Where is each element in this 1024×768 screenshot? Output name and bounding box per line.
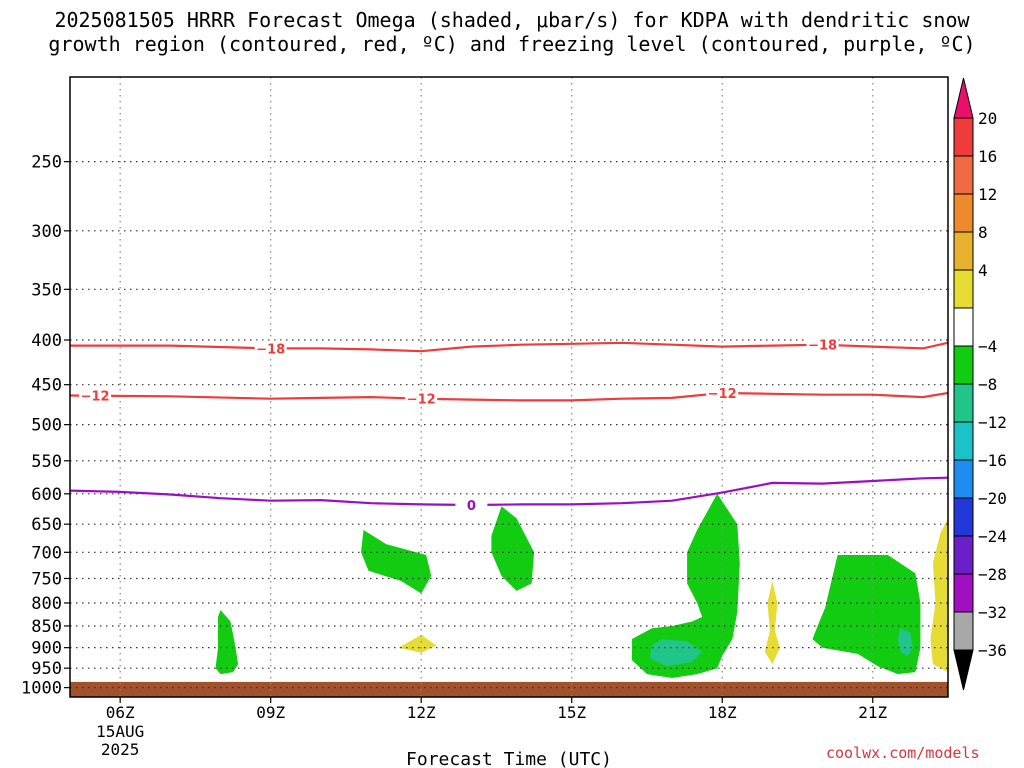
colorbar-bin-12 xyxy=(953,573,974,613)
colorbar-bin-13 xyxy=(953,611,974,651)
contour-label-bg xyxy=(79,387,112,404)
x-tick-sublabel: 15AUG xyxy=(96,722,144,741)
y-tick-label-550: 550 xyxy=(31,452,62,472)
y-tick-label-400: 400 xyxy=(31,331,62,351)
y-tick-label-700: 700 xyxy=(31,543,62,563)
contour-label-bg xyxy=(806,336,839,353)
colorbar: 20 16 12 8 4 −4 −8 −12 −16 −20 −24 −28 −32 −36 xyxy=(953,77,1007,691)
colorbar-bin-9 xyxy=(953,459,974,499)
plot-frame xyxy=(69,76,949,698)
colorbar-label-3: 8 xyxy=(978,223,988,242)
colorbar-bin-8 xyxy=(953,421,974,461)
omega-shade-7 xyxy=(398,634,437,653)
credit-text: coolwx.com/models xyxy=(826,744,980,762)
y-tick-label-850: 850 xyxy=(31,617,62,637)
colorbar-bin-11 xyxy=(953,535,974,575)
colorbar-bin-5 xyxy=(953,307,974,347)
y-tick-label-650: 650 xyxy=(31,515,62,535)
x-tick-label-12Z: 12Z xyxy=(407,703,436,722)
y-tick-label-450: 450 xyxy=(31,376,62,396)
colorbar-bin-0 xyxy=(953,117,974,157)
colorbar-label-8: −16 xyxy=(978,451,1007,470)
colorbar-label-6: −8 xyxy=(978,375,997,394)
y-tick-label-750: 750 xyxy=(31,569,62,589)
chart-title-line-2: growth region (contoured, red, ºC) and f… xyxy=(48,32,976,56)
contour-label-bg xyxy=(706,385,739,402)
x-tick-label-21Z: 21Z xyxy=(858,703,887,722)
omega-shade-9 xyxy=(930,518,948,673)
contour-label: 0 xyxy=(467,499,476,514)
contour-label: −12 xyxy=(407,393,436,408)
plot-contents: −18 −18 −12 −12 −12 0 xyxy=(70,77,948,697)
chart-title-line-1: 2025081505 HRRR Forecast Omega (shaded, … xyxy=(54,8,970,32)
y-tick-label-300: 300 xyxy=(31,222,62,242)
contour-label: −12 xyxy=(81,390,110,405)
omega-shade-6 xyxy=(897,628,913,656)
colorbar-label-13: −36 xyxy=(978,641,1007,660)
y-tick-label-600: 600 xyxy=(31,485,62,505)
contour-label: −12 xyxy=(708,387,737,402)
colorbar-label-11: −28 xyxy=(978,565,1007,584)
colorbar-extend-top xyxy=(953,77,974,119)
omega-shade-4 xyxy=(812,555,921,675)
colorbar-label-1: 16 xyxy=(978,147,997,166)
x-tick-sublabel: 2025 xyxy=(101,740,140,759)
colorbar-label-5: −4 xyxy=(978,337,997,356)
y-tick-label-350: 350 xyxy=(31,280,62,300)
omega-shade-8 xyxy=(764,581,780,665)
contour-line-0 xyxy=(70,341,948,353)
colorbar-label-7: −12 xyxy=(978,413,1007,432)
colorbar-label-4: 4 xyxy=(978,261,988,280)
x-tick-label-06Z: 06Z xyxy=(106,703,135,722)
y-tick-label-500: 500 xyxy=(31,416,62,436)
y-tick-label-950: 950 xyxy=(31,659,62,679)
x-axis-title: Forecast Time (UTC) xyxy=(406,749,612,768)
contour-line-2 xyxy=(70,476,948,507)
colorbar-bin-4 xyxy=(953,269,974,309)
x-tick-label-09Z: 09Z xyxy=(256,703,285,722)
y-tick-label-1000: 1000 xyxy=(21,679,62,699)
plot-area: −18 −18 −12 −12 −12 0 250 300 350 400 450 500 550 600… xyxy=(21,76,949,759)
colorbar-bin-2 xyxy=(953,193,974,233)
omega-shade-0 xyxy=(215,610,239,675)
colorbar-label-2: 12 xyxy=(978,185,997,204)
y-tick-label-800: 800 xyxy=(31,594,62,614)
colorbar-label-0: 20 xyxy=(978,109,997,128)
colorbar-bin-1 xyxy=(953,155,974,195)
colorbar-bin-3 xyxy=(953,231,974,271)
colorbar-label-12: −32 xyxy=(978,603,1007,622)
contour-label: −18 xyxy=(808,339,837,354)
y-tick-label-900: 900 xyxy=(31,639,62,659)
omega-shade-1 xyxy=(361,530,432,594)
omega-shade-3 xyxy=(631,493,740,678)
colorbar-bin-10 xyxy=(953,497,974,537)
terrain-below-ground xyxy=(70,681,948,697)
omega-shade-5 xyxy=(649,639,703,667)
colorbar-label-9: −20 xyxy=(978,489,1007,508)
contour-label-bg xyxy=(254,340,287,357)
omega-shade-2 xyxy=(491,506,535,591)
contour-label: −18 xyxy=(256,342,285,357)
colorbar-label-10: −24 xyxy=(978,527,1007,546)
colorbar-extend-bottom xyxy=(953,649,974,691)
contour-line-1 xyxy=(70,391,948,402)
y-tick-label-250: 250 xyxy=(31,153,62,173)
colorbar-bin-7 xyxy=(953,383,974,423)
contour-label-bg xyxy=(405,390,438,407)
x-tick-label-18Z: 18Z xyxy=(708,703,737,722)
colorbar-bin-6 xyxy=(953,345,974,385)
contour-label-bg xyxy=(455,497,488,514)
x-tick-label-15Z: 15Z xyxy=(557,703,586,722)
